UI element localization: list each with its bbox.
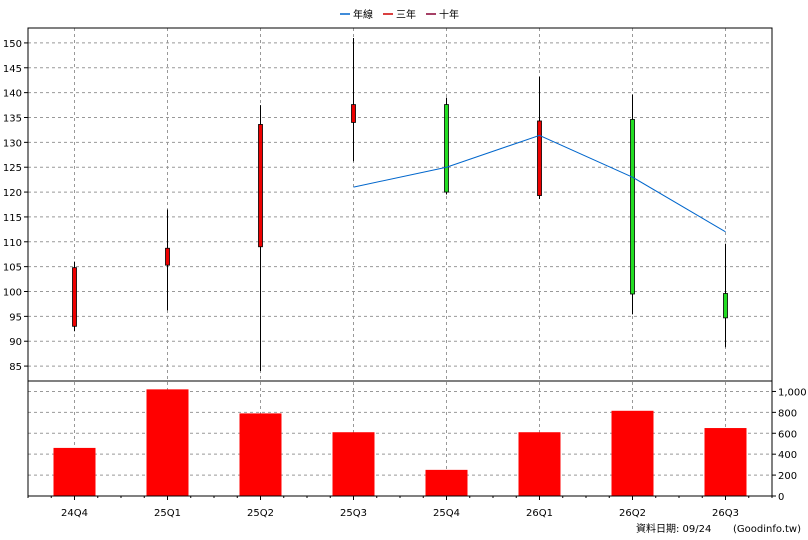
x-axis: 24Q4 25Q1 25Q2 25Q3 25Q4 26Q1 26Q2 26Q3 bbox=[27, 496, 773, 519]
candle-body bbox=[258, 124, 263, 248]
price-tick-label: 105 bbox=[3, 263, 22, 274]
price-tick-label: 110 bbox=[3, 238, 22, 249]
candle-body bbox=[72, 267, 77, 327]
candle-body bbox=[351, 104, 356, 123]
volume-bar bbox=[332, 432, 375, 496]
volume-tick-label: 800 bbox=[778, 408, 797, 419]
x-tick-label: 25Q4 bbox=[433, 508, 460, 519]
legend: 年線 三年 十年 bbox=[340, 8, 459, 21]
volume-bar bbox=[146, 389, 189, 496]
price-tick-label: 85 bbox=[9, 362, 22, 373]
volume-bar bbox=[704, 428, 747, 496]
volume-tick-label: 1,000 bbox=[778, 387, 807, 398]
price-tick-label: 145 bbox=[3, 64, 22, 75]
volume-bar bbox=[239, 413, 282, 496]
volume-bar bbox=[53, 447, 96, 496]
candle-body bbox=[630, 119, 635, 295]
volume-tick-label: 600 bbox=[778, 429, 797, 440]
x-tick-label: 26Q2 bbox=[619, 508, 646, 519]
volume-tick-label: 400 bbox=[778, 450, 797, 461]
volume-bar bbox=[611, 410, 654, 496]
candle-body bbox=[723, 293, 728, 319]
volume-tick-label: 0 bbox=[778, 492, 784, 503]
x-tick-label: 24Q4 bbox=[61, 508, 88, 519]
price-tick-label: 100 bbox=[3, 288, 22, 299]
price-tick-label: 135 bbox=[3, 113, 22, 124]
x-tick-label: 26Q1 bbox=[526, 508, 553, 519]
price-tick-label: 130 bbox=[3, 138, 22, 149]
series-line-annual bbox=[353, 134, 726, 233]
price-tick-label: 140 bbox=[3, 89, 22, 100]
x-tick-label: 25Q3 bbox=[340, 508, 367, 519]
x-tick-label: 25Q1 bbox=[154, 508, 181, 519]
price-tick-label: 90 bbox=[9, 337, 22, 348]
price-tick-label: 115 bbox=[3, 213, 22, 224]
price-panel: 85 90 95 100 105 110 115 120 125 130 135 140 145 150 bbox=[3, 27, 773, 496]
candle-body bbox=[537, 120, 542, 196]
x-tick-label: 25Q2 bbox=[247, 508, 274, 519]
price-tick-label: 150 bbox=[3, 39, 22, 50]
legend-label: 十年 bbox=[439, 8, 459, 21]
candle-body bbox=[444, 104, 449, 193]
volume-frame bbox=[27, 380, 773, 497]
volume-bar bbox=[425, 469, 468, 496]
price-tick-label: 125 bbox=[3, 163, 22, 174]
source-label: (Goodinfo.tw) bbox=[733, 524, 801, 535]
x-tick-label: 26Q3 bbox=[712, 508, 739, 519]
price-tick-label: 95 bbox=[9, 312, 22, 323]
volume-bar bbox=[518, 432, 561, 496]
legend-label: 三年 bbox=[396, 8, 416, 21]
candle-body bbox=[165, 247, 170, 266]
volume-panel: 0 200 400 600 800 1,000 bbox=[27, 380, 807, 503]
volume-tick-label: 200 bbox=[778, 471, 797, 482]
legend-label: 年線 bbox=[353, 8, 373, 21]
data-date-label: 資料日期: 09/24 bbox=[636, 522, 711, 535]
price-tick-label: 120 bbox=[3, 188, 22, 199]
price-frame bbox=[27, 27, 773, 382]
